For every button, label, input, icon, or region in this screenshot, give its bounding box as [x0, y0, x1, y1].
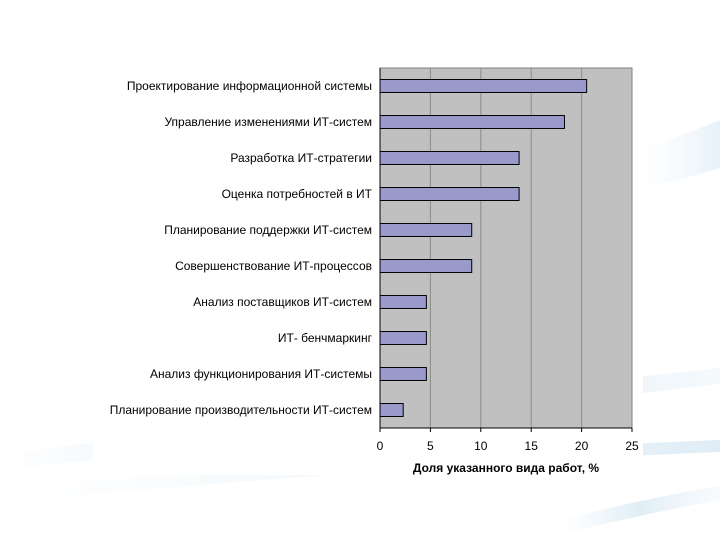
- bar: [379, 403, 404, 417]
- x-tick-label: 0: [377, 439, 384, 453]
- category-label: Анализ функционирования ИТ-системы: [150, 367, 372, 381]
- x-tick-label: 15: [525, 439, 539, 453]
- bar: [379, 367, 427, 381]
- bar: [379, 331, 427, 345]
- category-label: Разработка ИТ-стратегии: [230, 151, 372, 165]
- decorative-streak: [640, 120, 720, 190]
- bar: [379, 259, 473, 273]
- category-label: Планирование производительности ИТ-систе…: [110, 403, 372, 417]
- bar: [379, 115, 565, 129]
- category-label: Управление изменениями ИТ-систем: [164, 115, 372, 129]
- category-label: Анализ поставщиков ИТ-систем: [193, 295, 372, 309]
- x-axis-title: Доля указанного вида работ, %: [413, 461, 599, 475]
- x-tick-label: 10: [474, 439, 488, 453]
- category-label: Планирование поддержки ИТ-систем: [164, 223, 372, 237]
- bar: [379, 295, 427, 309]
- x-tick-label: 5: [427, 439, 434, 453]
- x-tick-label: 25: [625, 439, 639, 453]
- bar: [379, 151, 520, 165]
- bar: [379, 223, 473, 237]
- decorative-streak: [560, 486, 720, 534]
- bar: [379, 187, 520, 201]
- bar: [379, 79, 588, 93]
- category-label: Проектирование информационной системы: [127, 79, 372, 93]
- category-label: Совершенствование ИТ-процессов: [175, 259, 372, 273]
- category-label: Оценка потребностей в ИТ: [222, 187, 373, 201]
- x-tick-label: 20: [575, 439, 589, 453]
- category-label: ИТ- бенчмаркинг: [278, 331, 373, 345]
